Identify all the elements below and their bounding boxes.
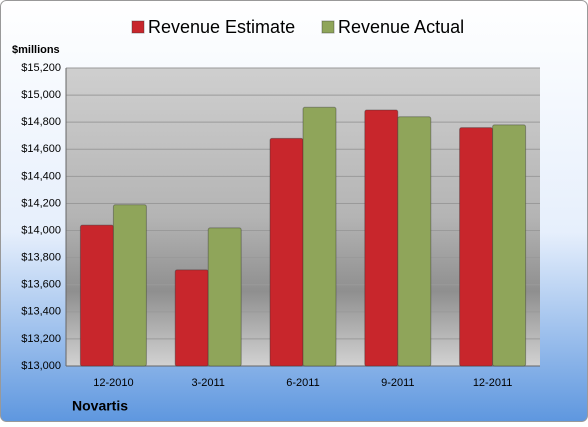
y-tick-label: $14,800 — [21, 116, 61, 128]
bar — [459, 127, 494, 367]
y-tick-label: $13,200 — [21, 333, 61, 345]
bar — [79, 224, 114, 367]
bar — [112, 204, 147, 367]
bar — [302, 106, 337, 367]
y-tick-label: $14,600 — [21, 143, 61, 155]
y-tick-label: $15,000 — [21, 89, 61, 101]
y-tick-label: $14,200 — [21, 197, 61, 209]
y-tick-label: $14,000 — [21, 224, 61, 236]
annotation: Novartis — [72, 398, 128, 414]
x-tick-label: 12-2010 — [93, 377, 133, 389]
y-tick-label: $13,600 — [21, 279, 61, 291]
bar — [269, 137, 304, 367]
x-tick-label: 6-2011 — [286, 377, 319, 389]
y-tick-label: $13,800 — [21, 252, 61, 264]
x-tick-label: 12-2011 — [473, 377, 513, 389]
legend-swatch — [321, 20, 335, 34]
y-tick-label: $13,000 — [21, 360, 61, 372]
bar — [174, 269, 209, 367]
y-tick-label: $13,400 — [21, 306, 61, 318]
bar — [492, 124, 527, 367]
x-tick-label: 9-2011 — [381, 377, 414, 389]
bar — [207, 227, 242, 367]
legend-label: Revenue Estimate — [148, 17, 295, 37]
legend-swatch — [131, 20, 145, 34]
y-tick-label: $14,400 — [21, 170, 61, 182]
x-tick-label: 3-2011 — [191, 377, 224, 389]
y-tick-label: $15,200 — [21, 62, 61, 74]
y-axis-label: $millions — [12, 44, 60, 56]
bar — [397, 116, 432, 367]
legend-label: Revenue Actual — [338, 17, 464, 37]
bar — [364, 109, 399, 367]
